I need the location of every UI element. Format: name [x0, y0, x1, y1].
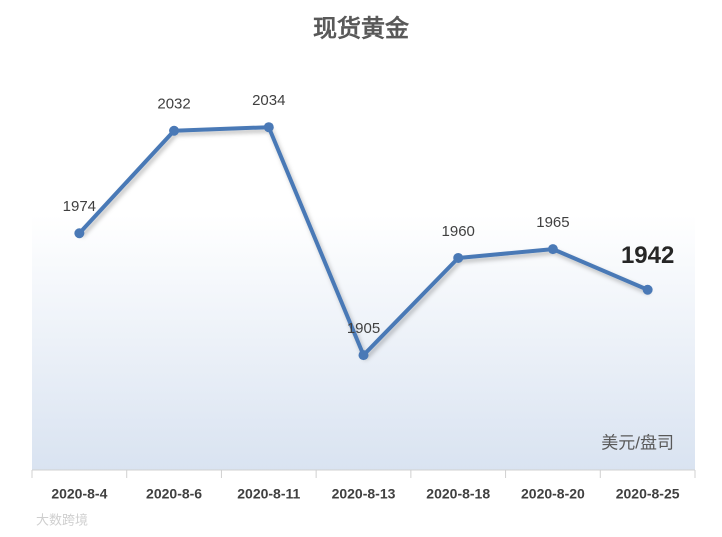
watermark: 大数跨境 [36, 512, 88, 527]
x-tick-label: 2020-8-6 [146, 486, 202, 502]
plot-background [32, 215, 695, 470]
data-label: 1942 [621, 242, 674, 269]
data-point [642, 284, 653, 295]
data-label: 2034 [252, 92, 285, 109]
x-tick-label: 2020-8-11 [237, 486, 300, 502]
data-label: 1965 [536, 214, 569, 231]
data-label: 1960 [442, 223, 475, 240]
data-label: 1974 [63, 198, 96, 215]
data-point [74, 228, 85, 239]
x-tick-label: 2020-8-18 [426, 486, 490, 502]
data-point [358, 350, 369, 361]
data-label: 2032 [157, 96, 190, 113]
x-tick-label: 2020-8-4 [51, 486, 107, 502]
data-point [453, 252, 464, 263]
data-label: 1905 [347, 320, 380, 337]
chart-title: 现货黄金 [313, 14, 410, 42]
data-point [263, 122, 274, 133]
x-tick-label: 2020-8-13 [332, 486, 396, 502]
x-tick-label: 2020-8-25 [616, 486, 680, 502]
data-point [547, 244, 558, 255]
unit-label: 美元/盘司 [601, 433, 674, 452]
data-point [169, 125, 180, 136]
x-tick-label: 2020-8-20 [521, 486, 585, 502]
